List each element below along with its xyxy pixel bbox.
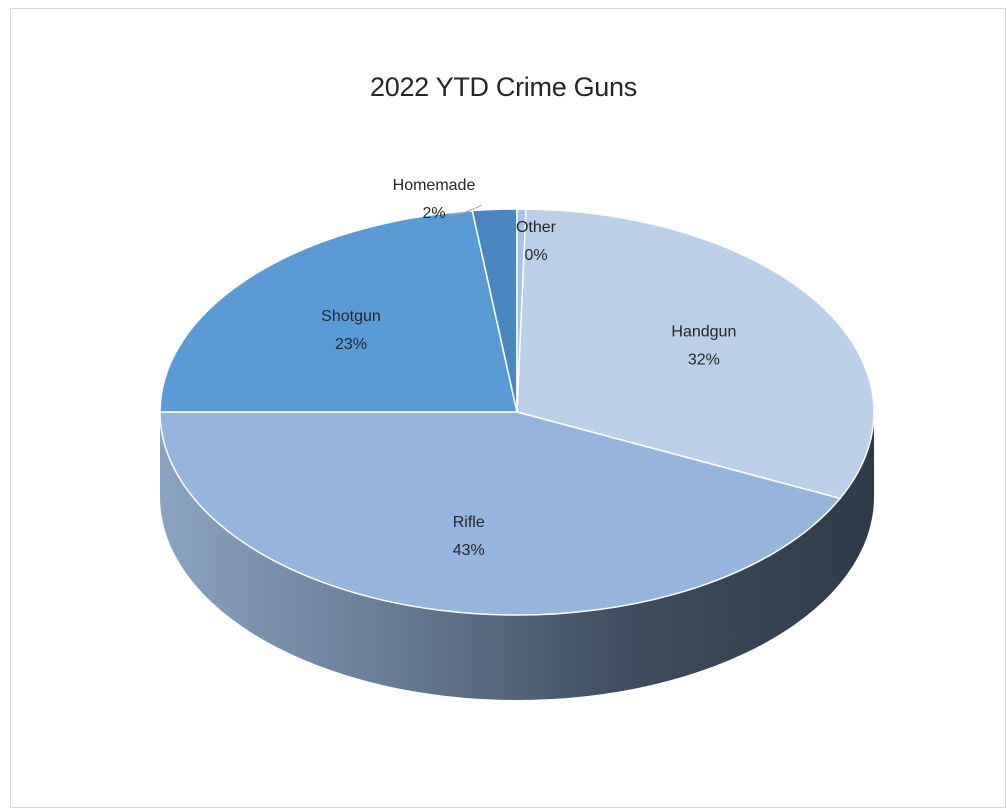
pie-slices xyxy=(159,208,875,616)
data-labels: Handgun 32% Rifle 43% Shotgun 23% Homemade 2% Ot… xyxy=(321,177,736,559)
leader-lines xyxy=(450,204,482,215)
data-label-other-name: Other xyxy=(516,219,557,236)
pie-slice-shotgun xyxy=(159,209,518,413)
pie-slice-handgun xyxy=(516,208,875,500)
data-label-rifle-name: Rifle xyxy=(453,514,485,531)
data-label-homemade-name: Homemade xyxy=(393,177,476,194)
pie-side-band xyxy=(160,412,874,700)
data-label-handgun-value: 32% xyxy=(688,352,720,369)
leader-line-homemade xyxy=(450,204,482,215)
data-label-handgun-name: Handgun xyxy=(671,324,736,341)
data-label-shotgun-name: Shotgun xyxy=(321,308,381,325)
pie-slice-rifle xyxy=(159,411,842,616)
data-label-other-value: 0% xyxy=(524,247,547,264)
data-label-homemade-value: 2% xyxy=(422,205,445,222)
data-label-rifle-value: 43% xyxy=(453,542,485,559)
data-label-shotgun-value: 23% xyxy=(335,336,367,353)
pie-slice-other xyxy=(516,208,527,413)
pie-side xyxy=(160,412,874,700)
chart-title: 2022 YTD Crime Guns xyxy=(370,72,637,102)
